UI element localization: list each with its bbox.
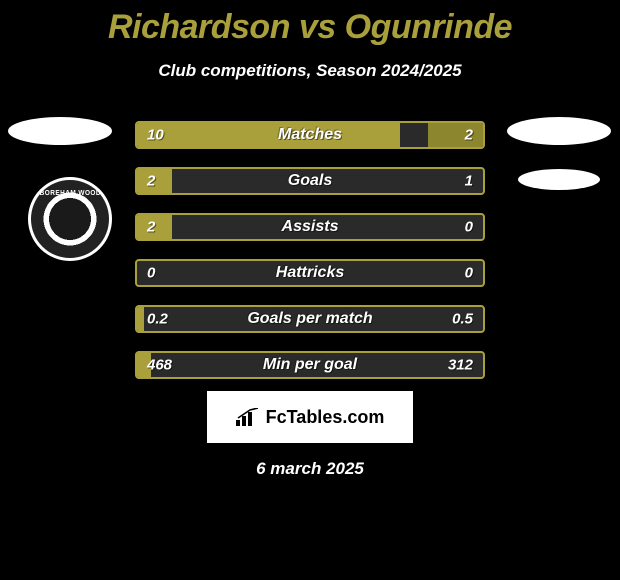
- club-badge-text: BOREHAM WOOD: [39, 190, 100, 197]
- stat-label: Goals per match: [247, 310, 372, 328]
- stat-left-value: 468: [147, 357, 172, 374]
- stat-row: 0 0 Hattricks: [135, 259, 485, 287]
- stat-left-value: 0.2: [147, 311, 168, 328]
- stat-label: Goals: [288, 172, 332, 190]
- stat-right-value: 2: [465, 127, 473, 144]
- stat-label: Assists: [282, 218, 339, 236]
- stat-row: 2 0 Assists: [135, 213, 485, 241]
- stat-right-value: 312: [448, 357, 473, 374]
- stat-right-value: 0: [465, 265, 473, 282]
- player-crest-left: [8, 117, 112, 145]
- stat-right-value: 0: [465, 219, 473, 236]
- stat-fill-right: [428, 123, 483, 147]
- stat-left-value: 0: [147, 265, 155, 282]
- stat-fill-left: [137, 123, 400, 147]
- branding-banner: FcTables.com: [207, 391, 413, 443]
- club-badge: BOREHAM WOOD: [28, 177, 112, 261]
- page-subtitle: Club competitions, Season 2024/2025: [0, 61, 620, 81]
- stat-left-value: 10: [147, 127, 164, 144]
- player-crest-right: [507, 117, 611, 145]
- page-title: Richardson vs Ogunrinde: [0, 0, 620, 47]
- stat-label: Hattricks: [276, 264, 344, 282]
- player-crest-right-secondary: [518, 169, 600, 190]
- stat-label: Matches: [278, 126, 342, 144]
- stats-container: 10 2 Matches 2 1 Goals 2 0 Assists 0 0 Hattricks 0.2…: [135, 121, 485, 379]
- stat-right-value: 1: [465, 173, 473, 190]
- stat-row: 2 1 Goals: [135, 167, 485, 195]
- date-text: 6 march 2025: [0, 459, 620, 479]
- chart-icon: [236, 408, 260, 426]
- stat-row: 10 2 Matches: [135, 121, 485, 149]
- stat-left-value: 2: [147, 219, 155, 236]
- stat-right-value: 0.5: [452, 311, 473, 328]
- content-area: BOREHAM WOOD 10 2 Matches 2 1 Goals 2 0 Assists 0…: [0, 121, 620, 379]
- stat-fill-left: [137, 307, 144, 331]
- branding-text: FcTables.com: [266, 407, 385, 428]
- stat-left-value: 2: [147, 173, 155, 190]
- stat-row: 0.2 0.5 Goals per match: [135, 305, 485, 333]
- stat-row: 468 312 Min per goal: [135, 351, 485, 379]
- stat-label: Min per goal: [263, 356, 357, 374]
